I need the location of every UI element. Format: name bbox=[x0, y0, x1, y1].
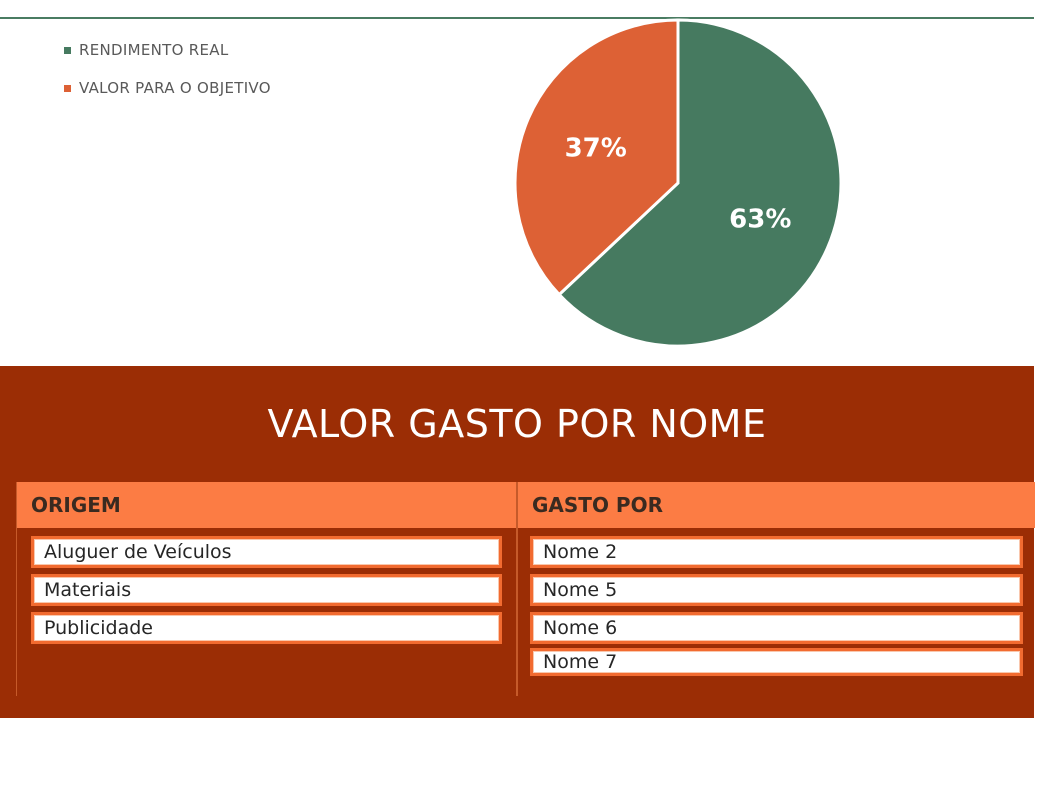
slicer-origem: ORIGEM Aluguer de Veículos Materiais Pub… bbox=[16, 482, 517, 696]
valor-gasto-panel: VALOR GASTO POR NOME ORIGEM Aluguer de V… bbox=[0, 366, 1035, 718]
slicer-item-nome-2[interactable]: Nome 2 bbox=[530, 536, 1023, 568]
pie-data-label-rendimento-real: 63% bbox=[729, 205, 791, 235]
top-divider bbox=[0, 17, 1034, 19]
slicer-items-gasto-por: Nome 2 Nome 5 Nome 6 Nome 7 bbox=[518, 528, 1035, 676]
pie-slice-valor-para-o-objetivo[interactable] bbox=[513, 18, 680, 297]
slicer-item-aluguer-veiculos[interactable]: Aluguer de Veículos bbox=[31, 536, 502, 568]
pie-slice-rendimento-real[interactable] bbox=[557, 18, 843, 348]
legend-swatch-valor-objetivo bbox=[64, 84, 71, 92]
chart-legend: RENDIMENTO REAL VALOR PARA O OBJETIVO bbox=[64, 40, 271, 116]
slicer-item-publicidade[interactable]: Publicidade bbox=[31, 612, 502, 644]
legend-label: RENDIMENTO REAL bbox=[79, 41, 229, 59]
legend-swatch-rendimento-real bbox=[64, 46, 71, 54]
legend-item-valor-objetivo: VALOR PARA O OBJETIVO bbox=[64, 78, 271, 98]
panel-title: VALOR GASTO POR NOME bbox=[267, 402, 767, 446]
pie-chart-svg: 63% 37% bbox=[513, 18, 843, 348]
pie-chart[interactable]: 63% 37% bbox=[508, 16, 848, 356]
slicer-gasto-por: GASTO POR Nome 2 Nome 5 Nome 6 Nome 7 bbox=[517, 482, 1035, 696]
slicer-item-nome-7[interactable]: Nome 7 bbox=[530, 648, 1023, 676]
pie-data-label-valor-para-o-objetivo: 37% bbox=[565, 133, 627, 163]
slicer-items-origem: Aluguer de Veículos Materiais Publicidad… bbox=[17, 528, 516, 644]
slicer-item-nome-6[interactable]: Nome 6 bbox=[530, 612, 1023, 644]
legend-item-rendimento-real: RENDIMENTO REAL bbox=[64, 40, 271, 60]
slicer-item-materiais[interactable]: Materiais bbox=[31, 574, 502, 606]
legend-label: VALOR PARA O OBJETIVO bbox=[79, 79, 271, 97]
slicer-item-nome-5[interactable]: Nome 5 bbox=[530, 574, 1023, 606]
slicer-header-origem: ORIGEM bbox=[17, 482, 516, 528]
slicer-header-gasto-por: GASTO POR bbox=[518, 482, 1035, 528]
